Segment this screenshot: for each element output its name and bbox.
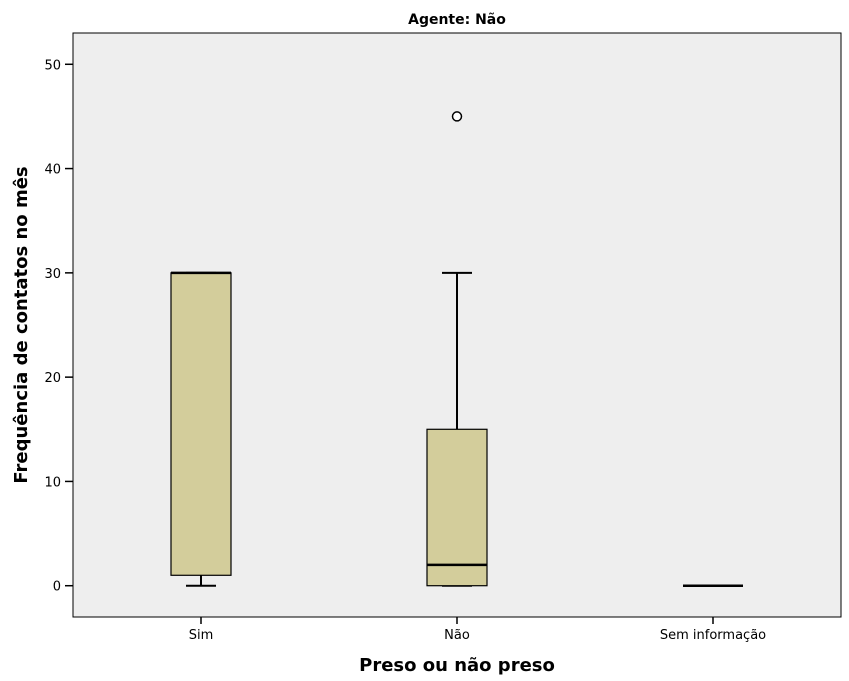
y-tick-label: 20 [44, 371, 61, 386]
x-tick-label: Não [444, 628, 470, 643]
chart-title: Agente: Não [408, 12, 506, 28]
x-axis-label: Preso ou não preso [359, 655, 555, 676]
y-axis-label: Frequência de contatos no mês [11, 166, 32, 483]
x-axis: Sim Não Sem informação [189, 617, 766, 643]
y-tick-label: 40 [44, 163, 61, 178]
y-tick-label: 0 [53, 580, 61, 595]
y-tick-label: 50 [44, 58, 61, 73]
box-iqr [426, 428, 488, 587]
box-group [170, 271, 232, 587]
outlier-point [451, 111, 463, 122]
y-axis: 0 10 20 30 40 50 [44, 58, 73, 595]
y-tick-label: 30 [44, 267, 61, 282]
y-tick-label: 10 [44, 475, 61, 490]
box-iqr [170, 272, 232, 576]
box-group [426, 111, 488, 587]
x-tick-label: Sem informação [660, 628, 766, 643]
box-series [170, 111, 743, 587]
x-tick-label: Sim [189, 628, 214, 643]
